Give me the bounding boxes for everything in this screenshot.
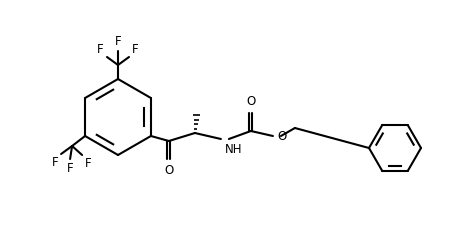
- Text: O: O: [246, 95, 255, 108]
- Text: F: F: [132, 43, 139, 56]
- Text: F: F: [51, 156, 58, 169]
- Text: F: F: [115, 35, 122, 48]
- Text: O: O: [277, 129, 286, 143]
- Text: NH: NH: [225, 143, 243, 156]
- Text: O: O: [164, 164, 174, 177]
- Text: F: F: [85, 157, 92, 170]
- Text: F: F: [67, 162, 73, 175]
- Text: F: F: [97, 43, 104, 56]
